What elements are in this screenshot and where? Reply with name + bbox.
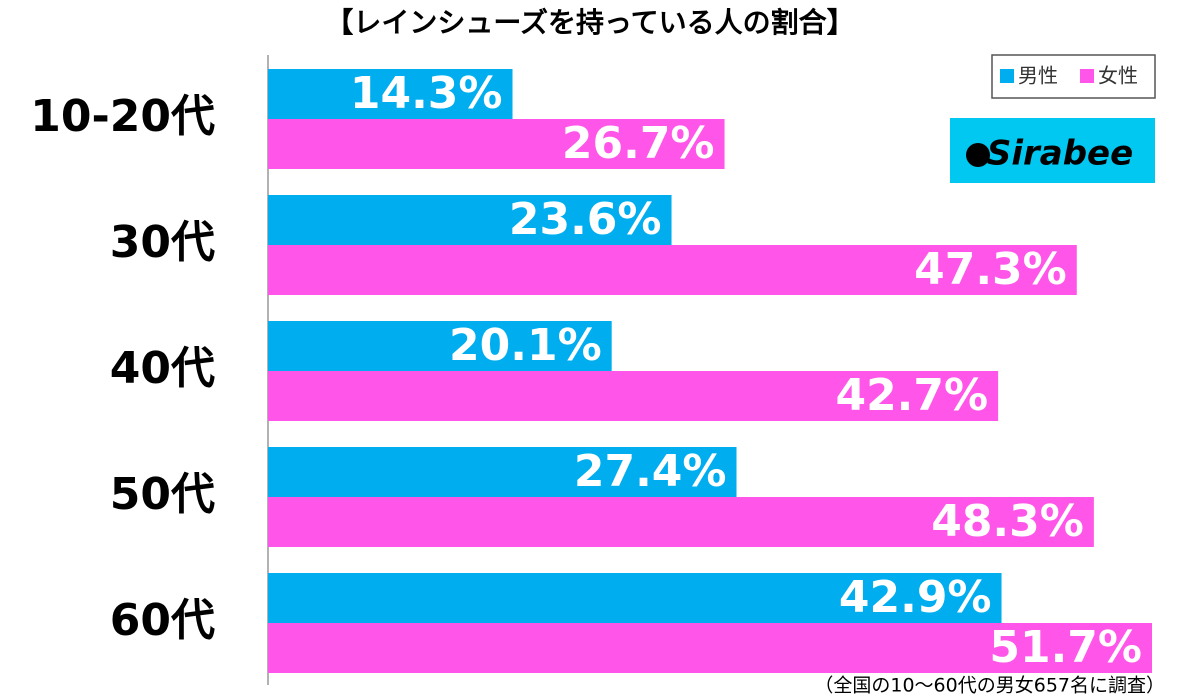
value-label: 20.1% xyxy=(449,320,602,371)
category-label: 60代 xyxy=(110,595,215,646)
bar xyxy=(268,447,737,497)
value-label: 14.3% xyxy=(350,68,503,119)
value-label: 51.7% xyxy=(989,622,1142,673)
value-label: 27.4% xyxy=(574,446,727,497)
chart-title: 【レインシューズを持っている人の割合】 xyxy=(325,6,854,39)
legend-label: 女性 xyxy=(1098,64,1138,88)
bar xyxy=(268,573,1002,623)
category-label: 40代 xyxy=(110,343,215,394)
bar xyxy=(268,69,513,119)
footnote: （全国の10〜60代の男女657名に調査） xyxy=(814,675,1165,697)
bar xyxy=(268,195,672,245)
legend-swatch xyxy=(1000,69,1014,83)
bar xyxy=(268,497,1094,547)
logo-icon xyxy=(966,143,990,167)
bar xyxy=(268,245,1077,295)
value-label: 47.3% xyxy=(914,244,1067,295)
value-label: 42.9% xyxy=(839,572,992,623)
value-label: 48.3% xyxy=(931,496,1084,547)
bar xyxy=(268,119,725,169)
logo-text: Sirabee xyxy=(987,134,1133,174)
value-label: 42.7% xyxy=(835,370,988,421)
category-label: 10-20代 xyxy=(30,91,215,142)
bar xyxy=(268,321,612,371)
legend-label: 男性 xyxy=(1018,64,1058,88)
bar xyxy=(268,371,999,421)
legend xyxy=(991,54,1156,99)
value-label: 23.6% xyxy=(509,194,662,245)
category-label: 50代 xyxy=(110,469,215,520)
legend-swatch xyxy=(1080,69,1094,83)
bar xyxy=(268,623,1152,673)
value-label: 26.7% xyxy=(562,118,715,169)
category-label: 30代 xyxy=(110,217,215,268)
